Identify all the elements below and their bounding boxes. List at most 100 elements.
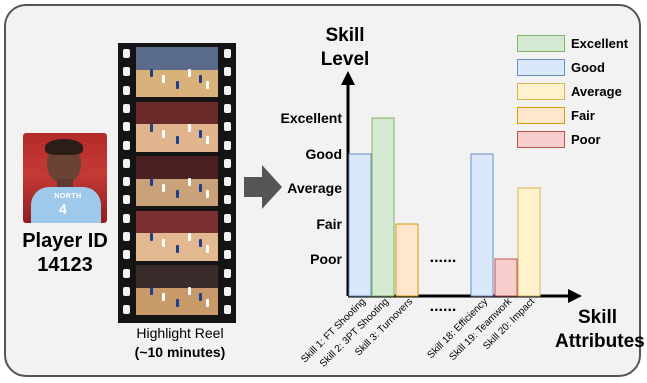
- film-sprocket-hole: [123, 268, 130, 278]
- film-sprocket-hole: [123, 232, 130, 241]
- frame-crowd: [136, 101, 218, 124]
- film-sprocket-hole: [123, 67, 130, 77]
- bar: [494, 258, 518, 297]
- film-sprocket-hole: [224, 213, 231, 223]
- film-sprocket-hole: [123, 158, 130, 168]
- legend-swatch: [517, 59, 565, 76]
- frame-player: [206, 135, 209, 144]
- legend-label: Excellent: [571, 36, 629, 51]
- bar: [371, 117, 395, 297]
- frame-player: [188, 178, 191, 186]
- film-sprocket-hole: [224, 103, 231, 113]
- jersey-text: NORTH: [54, 193, 82, 200]
- frame-player: [206, 190, 209, 198]
- frame-player: [162, 184, 165, 192]
- film-sprocket-hole: [224, 268, 231, 278]
- frame-player: [150, 287, 153, 295]
- player-id-label: Player ID: [22, 230, 108, 252]
- frame-player: [188, 232, 191, 241]
- frame-crowd: [136, 156, 218, 179]
- frame-player: [199, 238, 202, 247]
- frame-player: [206, 299, 209, 307]
- film-sprocket-hole: [224, 305, 231, 315]
- legend-swatch: [517, 107, 565, 124]
- frame-crowd: [136, 210, 218, 233]
- bar: [395, 223, 419, 297]
- frame-player: [199, 75, 202, 83]
- flow-arrow-icon: [244, 165, 282, 209]
- reel-frame: [136, 156, 218, 206]
- frame-player: [162, 238, 165, 247]
- film-sprocket-hole: [224, 286, 231, 296]
- frame-player: [162, 293, 165, 301]
- frame-player: [176, 135, 179, 144]
- frame-player: [150, 178, 153, 186]
- film-sprocket-hole: [123, 195, 130, 205]
- player-id-value: 14123: [37, 254, 93, 276]
- frame-player: [206, 81, 209, 89]
- film-sprocket-hole: [224, 67, 231, 77]
- frame-player: [162, 75, 165, 83]
- frame-player: [176, 190, 179, 198]
- bar: [470, 153, 494, 297]
- film-sprocket-hole: [123, 49, 130, 58]
- bar: [517, 187, 541, 297]
- frame-player: [199, 129, 202, 138]
- player-jersey: [31, 187, 101, 223]
- legend-label: Fair: [571, 108, 595, 123]
- frame-crowd: [136, 47, 218, 70]
- film-sprocket-hole: [123, 213, 130, 223]
- frame-player: [176, 81, 179, 89]
- film-sprocket-hole: [123, 250, 130, 260]
- film-sprocket-hole: [224, 122, 231, 132]
- y-tick-label: Good: [305, 146, 342, 162]
- frame-player: [188, 123, 191, 132]
- reel-frame: [136, 210, 218, 261]
- player-photo: NORTH 4: [23, 133, 107, 223]
- film-sprocket-hole: [123, 177, 130, 187]
- jersey-number: 4: [59, 201, 67, 217]
- x-axis-title: Skill Attributes: [555, 307, 645, 352]
- ellipsis-marker: ......: [430, 298, 457, 315]
- film-sprocket-hole: [224, 140, 231, 150]
- y-axis-arrowhead: [341, 71, 355, 85]
- y-tick-label: Fair: [316, 216, 342, 232]
- frame-player: [199, 184, 202, 192]
- film-sprocket-hole: [123, 122, 130, 132]
- film-sprocket-hole: [224, 250, 231, 260]
- film-sprocket-hole: [224, 85, 231, 95]
- y-axis-title: Skill Level: [320, 25, 370, 70]
- film-sprocket-hole: [123, 140, 130, 150]
- reel-duration: (~10 minutes): [134, 344, 226, 360]
- film-sprocket-hole: [224, 158, 231, 168]
- frame-player: [176, 299, 179, 307]
- frame-player: [150, 123, 153, 132]
- film-sprocket-hole: [123, 103, 130, 113]
- legend-swatch: [517, 35, 565, 52]
- film-sprocket-hole: [123, 305, 130, 315]
- ellipsis-marker: ......: [430, 249, 457, 266]
- highlight-reel-filmstrip: [118, 43, 236, 323]
- reel-caption: Highlight Reel: [136, 325, 224, 341]
- x-axis-arrowhead: [568, 289, 582, 303]
- legend-label: Good: [571, 60, 605, 75]
- y-tick-label: Poor: [310, 251, 342, 267]
- legend-label: Average: [571, 84, 622, 99]
- film-sprocket-hole: [224, 177, 231, 187]
- player-hair: [45, 139, 83, 155]
- frame-player: [206, 244, 209, 253]
- frame-player: [176, 244, 179, 253]
- frame-player: [199, 293, 202, 301]
- legend-swatch: [517, 83, 565, 100]
- bar: [348, 153, 372, 297]
- reel-frame: [136, 265, 218, 315]
- frame-crowd: [136, 265, 218, 288]
- frame-player: [188, 69, 191, 77]
- y-tick-label: Average: [287, 180, 342, 196]
- y-tick-label: Excellent: [281, 110, 343, 126]
- film-sprocket-hole: [224, 232, 231, 241]
- film-sprocket-hole: [123, 85, 130, 95]
- frame-player: [150, 232, 153, 241]
